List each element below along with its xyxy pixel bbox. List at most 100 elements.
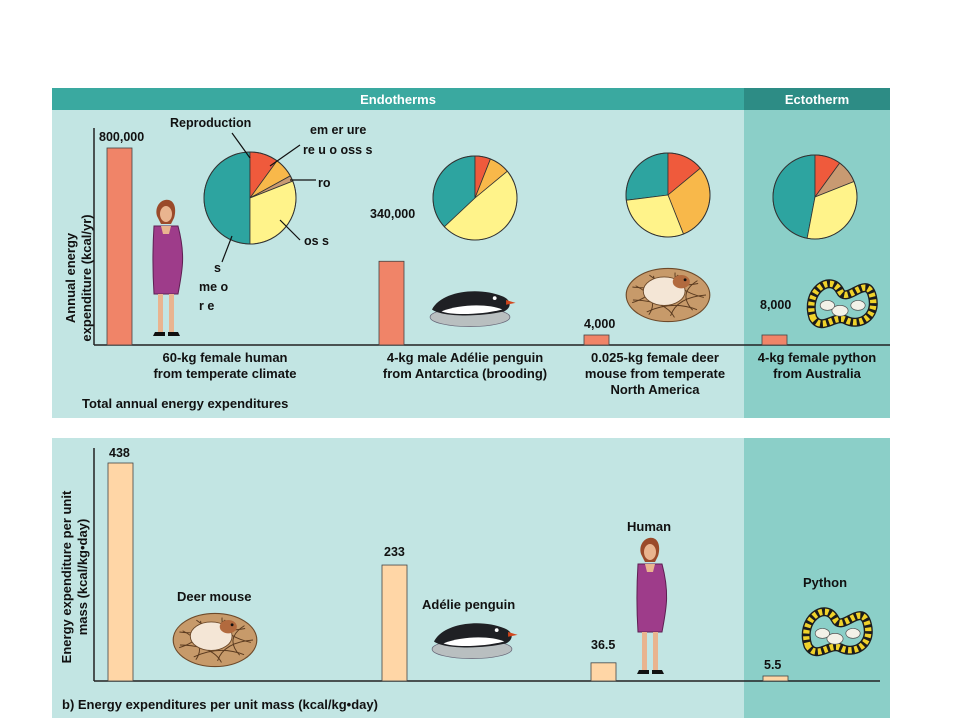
- bar-total-penguin: [378, 260, 405, 346]
- python-icon-bottom-egg-3: [845, 628, 861, 639]
- deer-mouse-icon-top-head: [672, 275, 690, 289]
- value-label-penguin-mass: 233: [384, 545, 405, 559]
- python-icon-bottom-body-pattern: [803, 608, 872, 655]
- ectotherm-header: [744, 88, 890, 110]
- animal-label-human: Human: [627, 519, 672, 534]
- human-figure-icon-bottom-head: [644, 544, 656, 560]
- category-label-mouse: 0.025-kg female deer mouse from temperat…: [560, 350, 750, 398]
- python-icon-bottom-egg-1: [826, 633, 844, 645]
- value-label-penguin-total: 340,000: [370, 207, 416, 221]
- value-label-mouse-mass: 438: [109, 446, 130, 460]
- pie-leader-line-3: [279, 219, 301, 241]
- category-label-mouse-line3: North America: [610, 382, 700, 397]
- pie-label-growth: ro: [318, 176, 331, 190]
- pie-label-loss: os s: [304, 234, 330, 248]
- pie-leader-line-4: [221, 235, 233, 263]
- pie-slice-python-0: [772, 154, 816, 239]
- human-figure-icon-top-shoe-left: [153, 332, 165, 336]
- pie-outline-python: [772, 154, 858, 240]
- python-icon-top-egg-1: [831, 305, 849, 317]
- deer-mouse-icon-top: [625, 267, 711, 323]
- human-figure-icon-top-shoe-right: [168, 332, 180, 336]
- category-label-python-line2: from Australia: [773, 366, 861, 381]
- value-label-python-total: 8,000: [760, 298, 792, 312]
- category-label-python-line1: 4-kg female python: [757, 350, 877, 365]
- pie-label-basal-1: s: [214, 261, 221, 275]
- bar-total-python: [761, 334, 788, 346]
- python-icon-bottom-egg-2: [814, 628, 830, 639]
- animal-label-python: Python: [803, 575, 848, 590]
- bottom-panel-ectotherm-bg: [744, 438, 890, 718]
- penguin-icon-top-beak: [506, 300, 516, 305]
- top-caption: Total annual energy expenditures: [82, 396, 289, 411]
- pie-slice-human-0: [203, 151, 251, 245]
- pie-outline-mouse: [625, 152, 711, 238]
- value-label-human-total: 800,000: [99, 130, 145, 144]
- human-figure-icon-top: [152, 199, 184, 336]
- penguin-icon-bottom-belly: [443, 637, 505, 647]
- pie-slice-mouse-0: [625, 152, 669, 201]
- bottom-ylabel: Energy expenditure per unit mass (kcal/k…: [59, 447, 91, 707]
- animal-label-deer-mouse: Deer mouse: [177, 589, 252, 604]
- value-label-mouse-total: 4,000: [584, 317, 616, 331]
- bar-mass-python: [762, 675, 789, 682]
- penguin-icon-top-belly: [441, 305, 503, 315]
- category-label-human: 60-kg female human from temperate climat…: [115, 350, 335, 382]
- pie-outline-penguin: [432, 155, 518, 241]
- ectotherm-header-label: Ectotherm: [784, 92, 850, 107]
- penguin-icon-top-eye: [492, 296, 497, 300]
- bottom-caption: b) Energy expenditures per unit mass (kc…: [62, 697, 378, 712]
- pie-outline-human: [203, 151, 297, 245]
- endotherm-header: [52, 88, 744, 110]
- bar-mass-human: [590, 662, 617, 682]
- bottom-ylabel-line1: Energy expenditure per unit: [59, 490, 74, 664]
- pie-label-temperature-line1: em er ure: [310, 123, 367, 137]
- pie-label-basal-2: me o: [199, 280, 229, 294]
- bar-total-mouse: [583, 334, 610, 346]
- category-label-python: 4-kg female python from Australia: [747, 350, 887, 382]
- human-figure-icon-top-leg-left: [158, 294, 163, 332]
- top-ylabel-line1: Annual energy: [63, 232, 78, 324]
- penguin-icon-bottom-eye: [494, 628, 499, 632]
- human-figure-icon-bottom-dress: [636, 563, 668, 633]
- human-figure-icon-top-leg-right: [169, 294, 174, 332]
- deer-mouse-icon-bottom-straw-8: [232, 625, 245, 656]
- python-icon-bottom: [801, 607, 873, 657]
- penguin-icon-bottom-beak: [508, 632, 518, 637]
- python-icon-top-egg-2: [819, 300, 835, 311]
- category-label-penguin: 4-kg male Adélie penguin from Antarctica…: [355, 350, 575, 382]
- python-icon-top-body-pattern: [808, 280, 877, 327]
- human-figure-icon-top-head: [160, 206, 172, 222]
- bar-mass-mouse: [107, 462, 134, 682]
- human-figure-icon-top-dress: [152, 225, 184, 295]
- deer-mouse-icon-top-straw-8: [685, 280, 698, 311]
- human-figure-icon-bottom-shoe-right: [652, 670, 664, 674]
- pie-label-temperature-line2: re u o oss s: [303, 143, 373, 157]
- pie-label-basal-3: r e: [199, 299, 215, 313]
- bar-total-human: [106, 147, 133, 346]
- value-label-human-mass: 36.5: [591, 638, 616, 652]
- category-label-human-line1: 60-kg female human: [162, 350, 288, 365]
- human-figure-icon-bottom-neck: [645, 564, 655, 572]
- pie-leader-line-0: [231, 132, 251, 159]
- penguin-icon-top: [429, 291, 516, 327]
- category-label-mouse-line1: 0.025-kg female deer: [591, 350, 719, 365]
- human-figure-icon-bottom-leg-right: [653, 632, 658, 670]
- deer-mouse-icon-bottom-eye: [230, 623, 234, 627]
- category-label-penguin-line2: from Antarctica (brooding): [382, 366, 548, 381]
- human-figure-icon-bottom-leg-left: [642, 632, 647, 670]
- category-label-human-line2: from temperate climate: [153, 366, 297, 381]
- penguin-icon-bottom: [431, 623, 518, 659]
- deer-mouse-icon-bottom: [172, 612, 258, 668]
- human-figure-icon-top-neck: [161, 226, 171, 234]
- animal-label-adelie-penguin: Adélie penguin: [422, 597, 516, 612]
- pie-label-reproduction: Reproduction: [170, 116, 252, 130]
- python-icon-top: [806, 279, 878, 329]
- top-ylabel: Annual energy expenditure (kcal/yr): [63, 178, 95, 378]
- deer-mouse-icon-bottom-head: [219, 620, 237, 634]
- human-figure-icon-bottom-shoe-left: [637, 670, 649, 674]
- endotherm-header-label: Endotherms: [360, 92, 436, 107]
- bar-mass-penguin: [381, 564, 408, 682]
- pie-leader-line-1: [269, 144, 301, 167]
